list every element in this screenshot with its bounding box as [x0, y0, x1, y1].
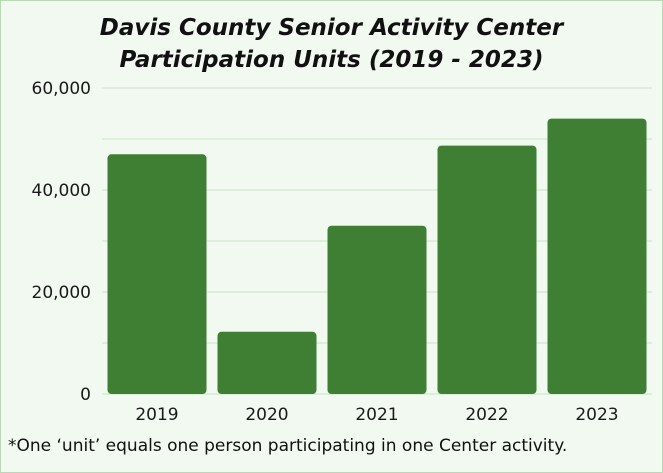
chart-title: Davis County Senior Activity Center Part…	[0, 12, 663, 76]
x-tick-label: 2019	[135, 405, 178, 425]
y-tick-label: 60,000	[32, 79, 91, 99]
bar-2019	[107, 154, 207, 394]
x-tick-label: 2020	[245, 405, 288, 425]
chart-title-line-1: Davis County Senior Activity Center	[99, 15, 564, 41]
bars	[107, 118, 647, 394]
bar-2021	[327, 225, 427, 394]
y-tick-label: 20,000	[32, 283, 91, 303]
x-tick-label: 2021	[355, 405, 398, 425]
y-tick-label: 0	[80, 385, 91, 405]
footnote: *One ‘unit’ equals one person participat…	[8, 436, 568, 456]
y-tick-label: 40,000	[32, 181, 91, 201]
bar-2022	[437, 145, 537, 394]
x-axis-ticks: 2019 2020 2021 2022 2023	[135, 405, 618, 425]
chart-title-line-2: Participation Units (2019 - 2023)	[119, 47, 544, 73]
x-tick-label: 2023	[575, 405, 618, 425]
y-axis-ticks: 0 20,000 40,000 60,000	[32, 79, 91, 405]
bar-2020	[217, 331, 317, 394]
x-tick-label: 2022	[465, 405, 508, 425]
bar-2023	[547, 118, 647, 394]
